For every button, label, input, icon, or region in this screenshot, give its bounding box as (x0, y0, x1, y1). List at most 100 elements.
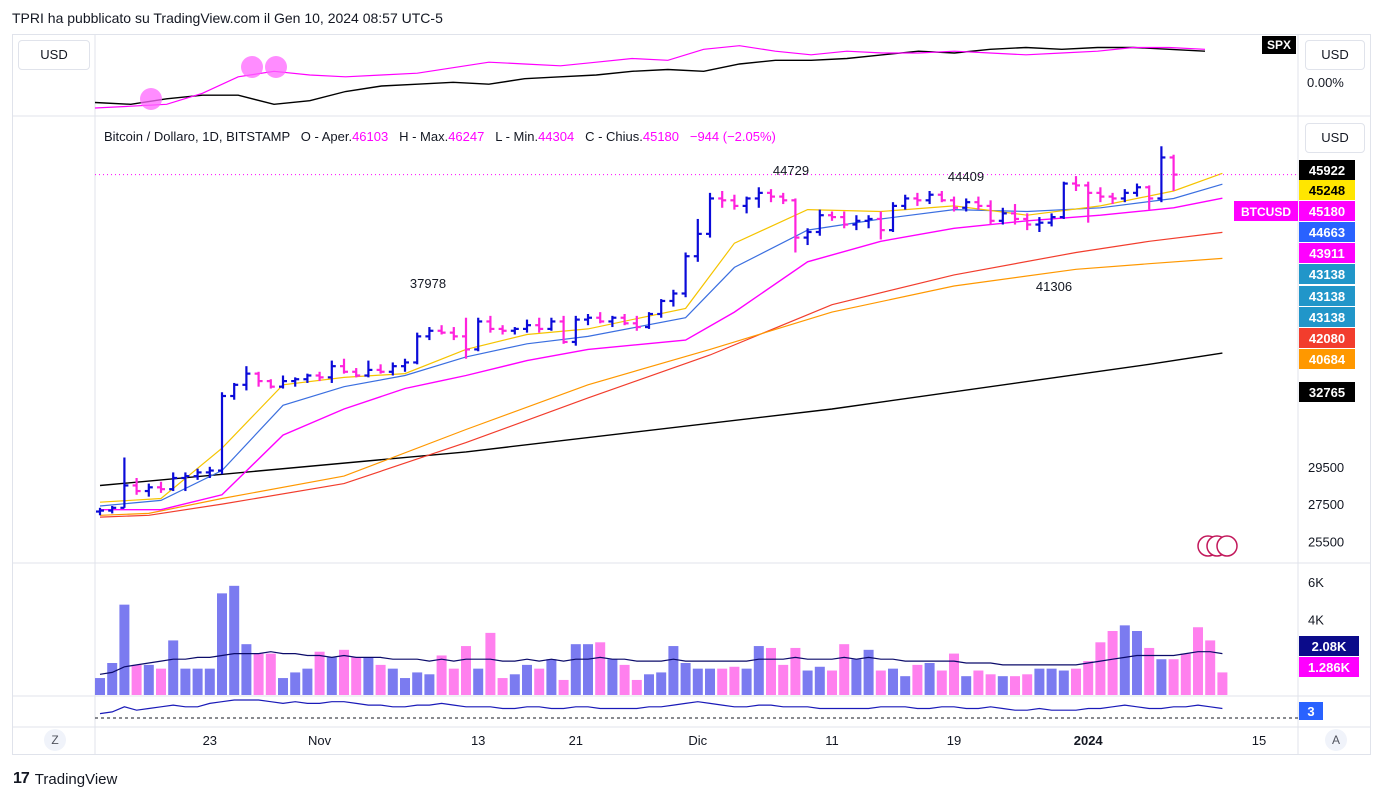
currency-button-top[interactable]: USD (18, 40, 90, 70)
price-axis-label: 43138 (1309, 267, 1345, 282)
x-tick-label: 21 (569, 733, 583, 748)
volume-y-tick: 4K (1308, 613, 1324, 628)
volume-bar (290, 672, 301, 695)
volume-bar (936, 670, 947, 695)
volume-bar (375, 664, 386, 695)
volume-bar (717, 668, 728, 695)
volume-bar (997, 676, 1008, 695)
volume-bar (229, 585, 240, 695)
y-tick-label: 27500 (1308, 497, 1344, 512)
volume-bar (217, 593, 227, 695)
zoom-reset-button[interactable]: Z (44, 729, 66, 751)
volume-bar (912, 664, 923, 695)
volume-bar (339, 649, 349, 695)
volume-bar (387, 668, 398, 695)
price-axis-label-bg (1299, 307, 1355, 327)
x-tick-label: 23 (203, 733, 217, 748)
volume-bar (631, 679, 642, 695)
ma-red-line (99, 231, 1223, 518)
volume-bar (766, 647, 776, 695)
volume-bar (448, 668, 459, 695)
volume-bar (583, 644, 593, 695)
ma-yellow-line (99, 172, 1223, 503)
volume-bar (1046, 668, 1057, 695)
volume-bar (119, 604, 130, 695)
volume-bar (973, 670, 984, 695)
legend-close-value: 45180 (642, 129, 680, 144)
volume-bar (461, 646, 471, 695)
volume-bar (1095, 642, 1106, 695)
price-axis-label: 43138 (1309, 289, 1345, 304)
ma-magenta-line (100, 197, 1223, 511)
volume-bar (900, 676, 911, 695)
volume-bar (570, 644, 581, 695)
volume-bar (192, 668, 203, 695)
ma-black-line (99, 352, 1223, 487)
volume-bar (985, 674, 996, 695)
volume-bar (729, 666, 740, 695)
volume-bar (534, 668, 545, 695)
volume-bar (790, 647, 801, 695)
volume-label-bg (1299, 636, 1359, 656)
volume-bar (668, 646, 679, 695)
volume-average-line (99, 651, 1223, 675)
legend-high-label: H - Max. (399, 129, 449, 144)
volume-bar (400, 678, 410, 695)
volume-bar (644, 674, 654, 695)
volume-bar (326, 657, 337, 695)
ma-blue-line (99, 183, 1223, 507)
volume-bar (607, 659, 618, 695)
volume-y-tick: 6K (1308, 575, 1324, 590)
volume-bar (1058, 670, 1069, 695)
x-tick-label: 2024 (1074, 733, 1104, 748)
spx-series-line (94, 46, 1206, 106)
volume-bar (814, 666, 825, 695)
volume-bar (509, 674, 520, 695)
volume-bar (1205, 640, 1216, 695)
volume-bar (253, 653, 264, 695)
volume-bar (485, 632, 496, 695)
volume-bar (1180, 653, 1191, 695)
volume-bar (656, 672, 667, 695)
y-tick-label: 29500 (1308, 460, 1344, 475)
volume-bar (546, 659, 557, 695)
tradingview-logo[interactable]: 17 TradingView (13, 770, 117, 788)
volume-bar (302, 668, 313, 695)
legend-open-label: O - Aper. (300, 129, 353, 144)
volume-bar (1022, 674, 1033, 695)
price-axis-label: 32765 (1309, 385, 1345, 400)
currency-axis-top[interactable]: USD (1305, 40, 1365, 70)
volume-bar (802, 670, 813, 695)
ma-orange-line (99, 257, 1223, 516)
volume-bar (680, 663, 691, 695)
volume-bar (497, 678, 508, 695)
price-axis-label: 42080 (1309, 331, 1345, 346)
volume-bar (156, 668, 166, 695)
volume-bar (741, 668, 752, 695)
price-axis-label: 45180 (1309, 204, 1345, 219)
price-axis-label-bg (1299, 286, 1355, 306)
price-axis-label-bg (1299, 264, 1355, 284)
volume-bar (863, 649, 874, 695)
price-axis-label-bg (1299, 243, 1355, 263)
price-axis-label-bg (1299, 180, 1355, 200)
volume-bar (204, 668, 215, 695)
volume-bar (424, 674, 435, 695)
volume-bar (107, 663, 118, 695)
volume-bar (351, 657, 362, 695)
volume-bar (168, 640, 179, 695)
legend-pair: Bitcoin / Dollaro, 1D, BITSTAMP (104, 129, 290, 144)
price-annotation: 41306 (1036, 279, 1072, 294)
marker-dot (265, 56, 287, 78)
currency-axis-main[interactable]: USD (1305, 123, 1365, 153)
marker-dot (241, 56, 263, 78)
price-axis-label: 45922 (1309, 163, 1345, 178)
volume-bar (692, 668, 703, 695)
marker-dot (140, 88, 162, 110)
volume-bar (473, 668, 484, 695)
volume-bar (558, 679, 569, 695)
auto-scale-button[interactable]: A (1325, 729, 1347, 751)
price-axis-label-bg (1299, 382, 1355, 402)
volume-bar (1217, 672, 1228, 695)
